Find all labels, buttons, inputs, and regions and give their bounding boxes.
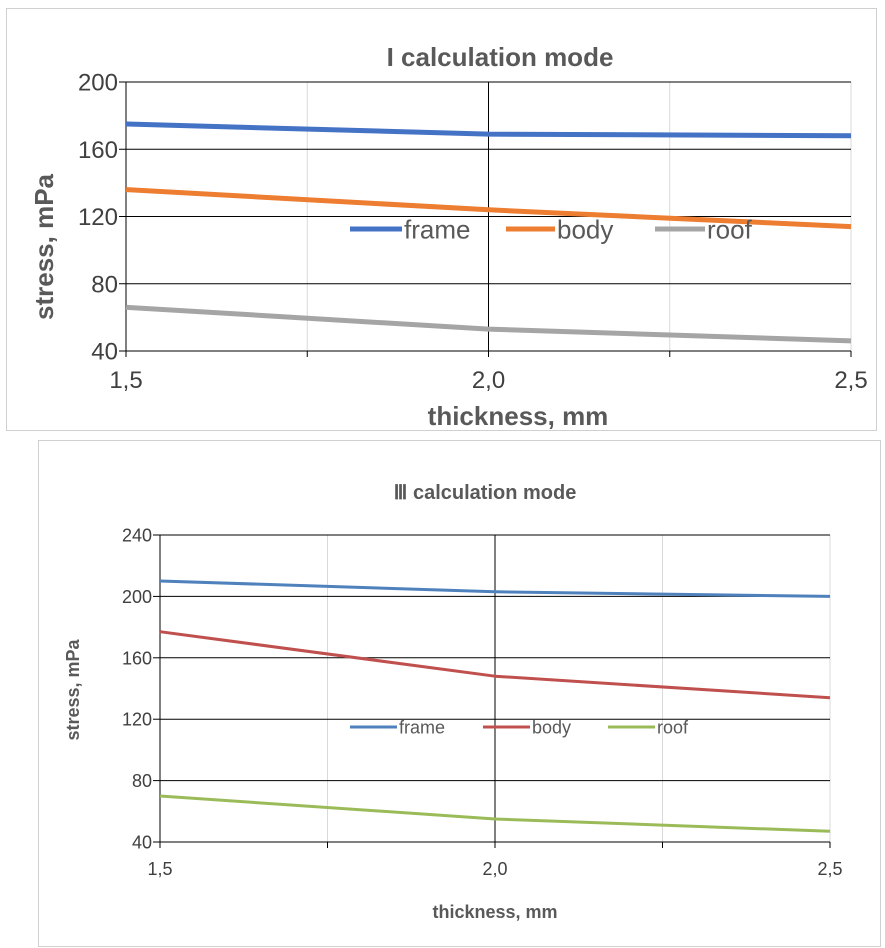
- chart-1-y-tick-label: 120: [78, 204, 118, 231]
- chart-1-x-axis-label: thickness, mm: [428, 401, 609, 431]
- chart-2-y-tick-label: 80: [132, 771, 152, 791]
- chart-2-legend-label-frame: frame: [399, 717, 445, 737]
- chart-1-x-tick-label: 2,0: [472, 367, 505, 394]
- chart-2-panel: [38, 440, 881, 947]
- chart-2-x-tick-label: 2,0: [482, 859, 507, 879]
- chart-1-x-tick-label: 1,5: [109, 367, 142, 394]
- chart-2-x-tick-label: 2,5: [817, 859, 842, 879]
- chart-1-plot-area: 40 80 120 160 200 1,5 2,0 2,5 frame body roof: [78, 70, 868, 394]
- chart-1-title: I calculation mode: [387, 42, 614, 72]
- chart-2-legend-label-body: body: [532, 717, 571, 737]
- chart-2-y-tick-label: 200: [122, 587, 152, 607]
- chart-1-y-axis-label: stress, mPa: [29, 173, 59, 320]
- chart-2-x-tick-label: 1,5: [147, 859, 172, 879]
- chart-1-y-tick-label: 200: [78, 70, 118, 97]
- chart-2-series-line-body: [159, 630, 831, 700]
- chart-1-x-tick-label: 2,5: [834, 367, 867, 394]
- chart-1-legend-label-roof: roof: [707, 214, 753, 244]
- chart-2-y-axis-label: stress, mPa: [63, 638, 83, 740]
- chart-2-y-tick-label: 120: [122, 710, 152, 730]
- chart-2-y-tick-label: 40: [132, 832, 152, 852]
- chart-1-legend-label-frame: frame: [404, 214, 470, 244]
- chart-1-y-tick-label: 80: [91, 271, 118, 298]
- chart-2-title: Ⅲ calculation mode: [394, 482, 577, 504]
- chart-1-series-line-roof: [125, 304, 852, 344]
- chart-1-y-tick-label: 160: [78, 137, 118, 164]
- chart-1-series-line-frame: [125, 121, 852, 139]
- chart-1-legend-label-body: body: [557, 214, 613, 244]
- chart-2-y-tick-label: 240: [122, 525, 152, 545]
- chart-2-x-axis-label: thickness, mm: [432, 902, 557, 922]
- chart-2-series-line-roof: [159, 794, 831, 833]
- chart-1-y-tick-label: 40: [91, 339, 118, 366]
- chart-2-plot-area: 40 80 120 160 200 240 1,5 2,0 2,5 frame body roof: [122, 525, 843, 879]
- chart-2-y-tick-label: 160: [122, 648, 152, 668]
- chart-2-legend-label-roof: roof: [657, 717, 689, 737]
- chart-1-series-line-body: [125, 187, 852, 230]
